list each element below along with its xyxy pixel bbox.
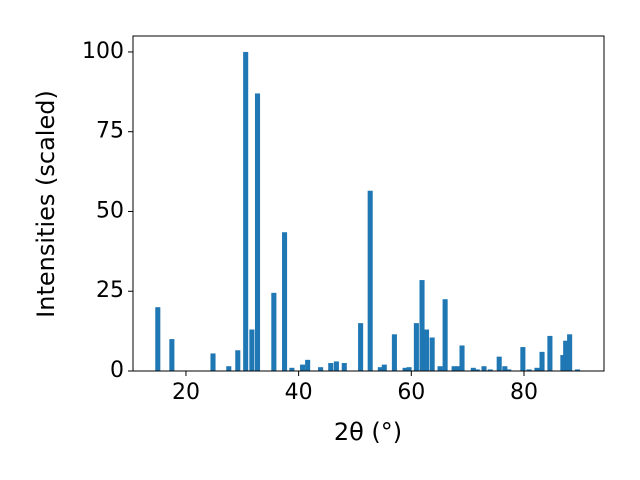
bar <box>226 366 232 371</box>
x-tick-label: 80 <box>510 380 538 405</box>
bar <box>155 307 161 371</box>
bar <box>502 366 508 371</box>
plot-frame <box>132 35 605 372</box>
bar <box>560 355 566 371</box>
bar <box>539 351 545 371</box>
bar <box>318 367 324 371</box>
bar <box>271 292 277 371</box>
bar <box>300 364 306 371</box>
bar <box>358 323 364 371</box>
bar <box>459 345 465 371</box>
bar <box>520 347 526 371</box>
bar <box>437 366 443 371</box>
bar <box>534 367 540 371</box>
y-tick-label: 100 <box>82 39 124 64</box>
bar <box>289 367 295 371</box>
bar <box>481 366 487 371</box>
y-tick-label: 25 <box>96 278 124 303</box>
bar <box>391 334 397 371</box>
bar <box>328 363 334 371</box>
y-tick-label: 0 <box>110 358 124 383</box>
x-tick-label: 40 <box>285 380 313 405</box>
y-axis-label: Intensities (scaled) <box>32 90 60 318</box>
bar <box>423 329 430 371</box>
bar <box>526 369 532 371</box>
bar <box>235 350 241 371</box>
bar <box>474 369 480 371</box>
y-tick-label: 75 <box>96 119 124 144</box>
bar <box>470 367 476 371</box>
bar <box>455 366 461 371</box>
bar <box>487 369 493 371</box>
bar <box>496 356 502 371</box>
bar <box>451 366 457 371</box>
x-tick-label: 20 <box>172 380 200 405</box>
y-tick-label: 50 <box>96 198 124 223</box>
x-axis-label: 2θ (°) <box>334 418 402 446</box>
x-tick-label: 60 <box>397 380 425 405</box>
bar <box>243 51 249 371</box>
bar <box>282 232 288 371</box>
bar <box>402 367 408 371</box>
bar <box>506 369 512 371</box>
bar <box>429 337 435 371</box>
bar <box>169 339 175 371</box>
bar <box>254 93 261 371</box>
bar <box>333 361 339 371</box>
bar <box>210 353 216 371</box>
bar <box>381 364 387 371</box>
bar <box>377 367 383 371</box>
bar <box>413 323 419 371</box>
bar <box>547 335 553 371</box>
bar <box>249 329 255 371</box>
bar <box>419 280 425 371</box>
bar <box>406 367 412 371</box>
bar <box>367 190 373 371</box>
bar <box>442 299 448 371</box>
bar <box>305 359 311 371</box>
bar <box>574 369 581 371</box>
bar <box>567 334 573 371</box>
bar <box>341 363 347 371</box>
bar <box>563 340 569 371</box>
